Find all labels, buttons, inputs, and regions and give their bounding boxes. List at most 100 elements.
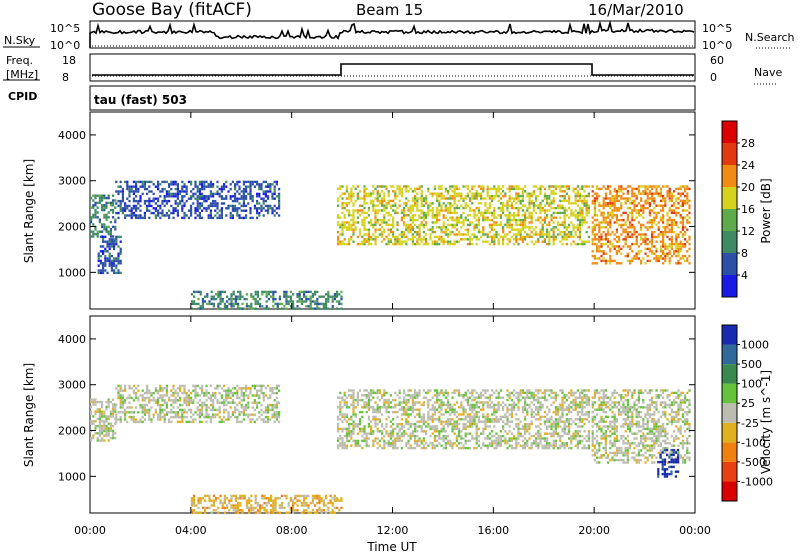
heatmap-cell [526, 192, 529, 195]
heatmap-cell [242, 209, 245, 212]
heatmap-cell [396, 235, 399, 239]
heatmap-cell [92, 230, 95, 233]
heatmap-cell [591, 190, 594, 193]
heatmap-cell [94, 194, 97, 197]
heatmap-cell [493, 442, 496, 445]
heatmap-cell [416, 197, 419, 200]
heatmap-cell [482, 233, 485, 236]
heatmap-cell [219, 295, 222, 298]
heatmap-cell [442, 439, 445, 443]
heatmap-cell [532, 206, 535, 210]
nave-tick-top: 60 [710, 54, 724, 67]
heatmap-cell [236, 396, 239, 400]
heatmap-cell [352, 391, 355, 395]
heatmap-cell [618, 190, 621, 193]
heatmap-cell [271, 195, 274, 198]
heatmap-cell [135, 394, 138, 397]
heatmap-cell [626, 259, 629, 263]
heatmap-cell [491, 187, 494, 191]
heatmap-cell [572, 211, 575, 215]
heatmap-cell [385, 242, 388, 246]
heatmap-cell [218, 406, 221, 409]
heatmap-cell [436, 197, 439, 200]
heatmap-cell [675, 214, 678, 217]
heatmap-cell [416, 391, 419, 395]
heatmap-cell [675, 238, 678, 241]
heatmap-cell [157, 391, 160, 395]
heatmap-cell [143, 408, 146, 412]
heatmap-cell [449, 204, 452, 207]
heatmap-cell [455, 422, 458, 426]
heatmap-cell [114, 405, 117, 409]
heatmap-cell [414, 190, 417, 193]
heatmap-cell [497, 408, 500, 411]
heatmap-cell [256, 401, 259, 404]
heatmap-cell [345, 430, 348, 433]
heatmap-cell [253, 384, 256, 388]
heatmap-cell [339, 396, 342, 399]
heatmap-cell [112, 204, 115, 207]
heatmap-cell [651, 233, 654, 236]
heatmap-cell [108, 240, 111, 243]
heatmap-cell [411, 199, 414, 203]
heatmap-cell [341, 185, 344, 188]
heatmap-cell [431, 230, 434, 234]
heatmap-cell [613, 221, 616, 224]
heatmap-cell [115, 266, 118, 270]
heatmap-cell [128, 394, 131, 397]
heatmap-cell [438, 211, 441, 215]
heatmap-cell [119, 271, 122, 275]
heatmap-cell [475, 415, 478, 419]
heatmap-cell [345, 439, 348, 443]
heatmap-cell [96, 400, 99, 404]
heatmap-cell [251, 199, 254, 203]
heatmap-cell [615, 250, 618, 253]
heatmap-cell [431, 209, 434, 212]
heatmap-cell [411, 216, 414, 219]
heatmap-cell [449, 422, 452, 426]
heatmap-cell [648, 202, 651, 205]
heatmap-cell [389, 434, 392, 438]
heatmap-cell [354, 444, 357, 447]
heatmap-cell [105, 400, 108, 404]
heatmap-cell [394, 190, 397, 193]
heatmap-cell [673, 223, 676, 227]
heatmap-cell [557, 228, 560, 231]
heatmap-cell [101, 194, 104, 197]
heatmap-cell [488, 235, 491, 239]
heatmap-cell [209, 192, 212, 196]
heatmap-cell [447, 403, 450, 407]
heatmap-cell [464, 185, 467, 188]
heatmap-cell [484, 418, 487, 421]
heatmap-cell [132, 415, 135, 419]
heatmap-cell [238, 202, 241, 205]
heatmap-cell [146, 187, 149, 191]
heatmap-cell [546, 216, 549, 219]
heatmap-cell [389, 442, 392, 445]
heatmap-cell [103, 223, 106, 226]
heatmap-cell [576, 185, 579, 188]
heatmap-cell [615, 245, 618, 248]
heatmap-cell [198, 214, 201, 217]
heatmap-cell [433, 413, 436, 416]
heatmap-cell [352, 410, 355, 414]
heatmap-cell [400, 240, 403, 243]
heatmap-cell [662, 199, 665, 203]
heatmap-cell [183, 396, 186, 400]
heatmap-cell [376, 185, 379, 188]
heatmap-cell [648, 259, 651, 263]
heatmap-cell [565, 242, 568, 246]
heatmap-cell [190, 207, 193, 210]
heatmap-cell [464, 410, 467, 414]
heatmap-cell [108, 254, 111, 258]
heatmap-cell [524, 185, 527, 188]
heatmap-cell [607, 214, 610, 217]
freq-tick-top: 18 [62, 54, 76, 67]
heatmap-cell [620, 247, 623, 251]
heatmap-cell [172, 411, 175, 414]
heatmap-cell [568, 185, 571, 188]
heatmap-cell [488, 230, 491, 234]
heatmap-cell [447, 197, 450, 200]
heatmap-cell [124, 411, 127, 414]
heatmap-cell [482, 403, 485, 407]
